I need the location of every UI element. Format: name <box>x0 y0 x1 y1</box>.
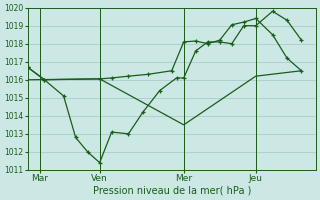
X-axis label: Pression niveau de la mer( hPa ): Pression niveau de la mer( hPa ) <box>92 186 251 196</box>
